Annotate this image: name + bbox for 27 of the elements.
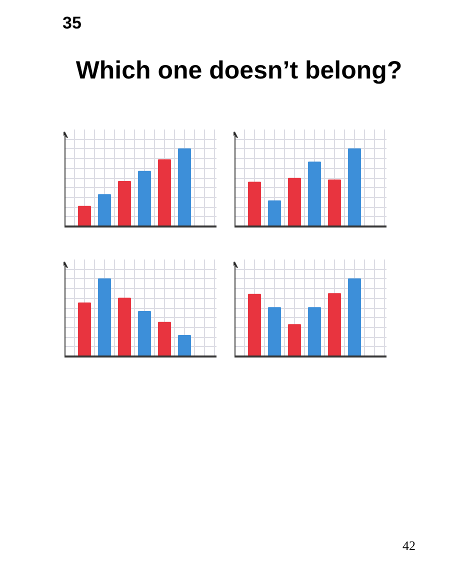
bar [248, 182, 261, 226]
bar [328, 179, 341, 226]
bar [308, 307, 321, 356]
bar [288, 324, 301, 356]
bar [348, 278, 361, 356]
bar [328, 293, 341, 356]
bar [288, 178, 301, 226]
bar [178, 148, 191, 226]
bar [158, 159, 171, 226]
text: 42 [402, 538, 416, 553]
bar [268, 200, 281, 226]
bar [138, 170, 151, 226]
bar [98, 278, 111, 356]
bar [308, 162, 321, 226]
bar [248, 294, 261, 356]
bar [118, 180, 131, 226]
bar [158, 322, 171, 356]
text: 35 [62, 14, 82, 32]
bar [138, 310, 151, 356]
bar [178, 335, 191, 356]
text: Which one doesn’t belong? [76, 56, 402, 84]
bar [268, 307, 281, 356]
bar [78, 302, 91, 356]
bar [118, 298, 131, 356]
bar [348, 148, 361, 226]
bar [98, 194, 111, 226]
bar [78, 206, 91, 226]
